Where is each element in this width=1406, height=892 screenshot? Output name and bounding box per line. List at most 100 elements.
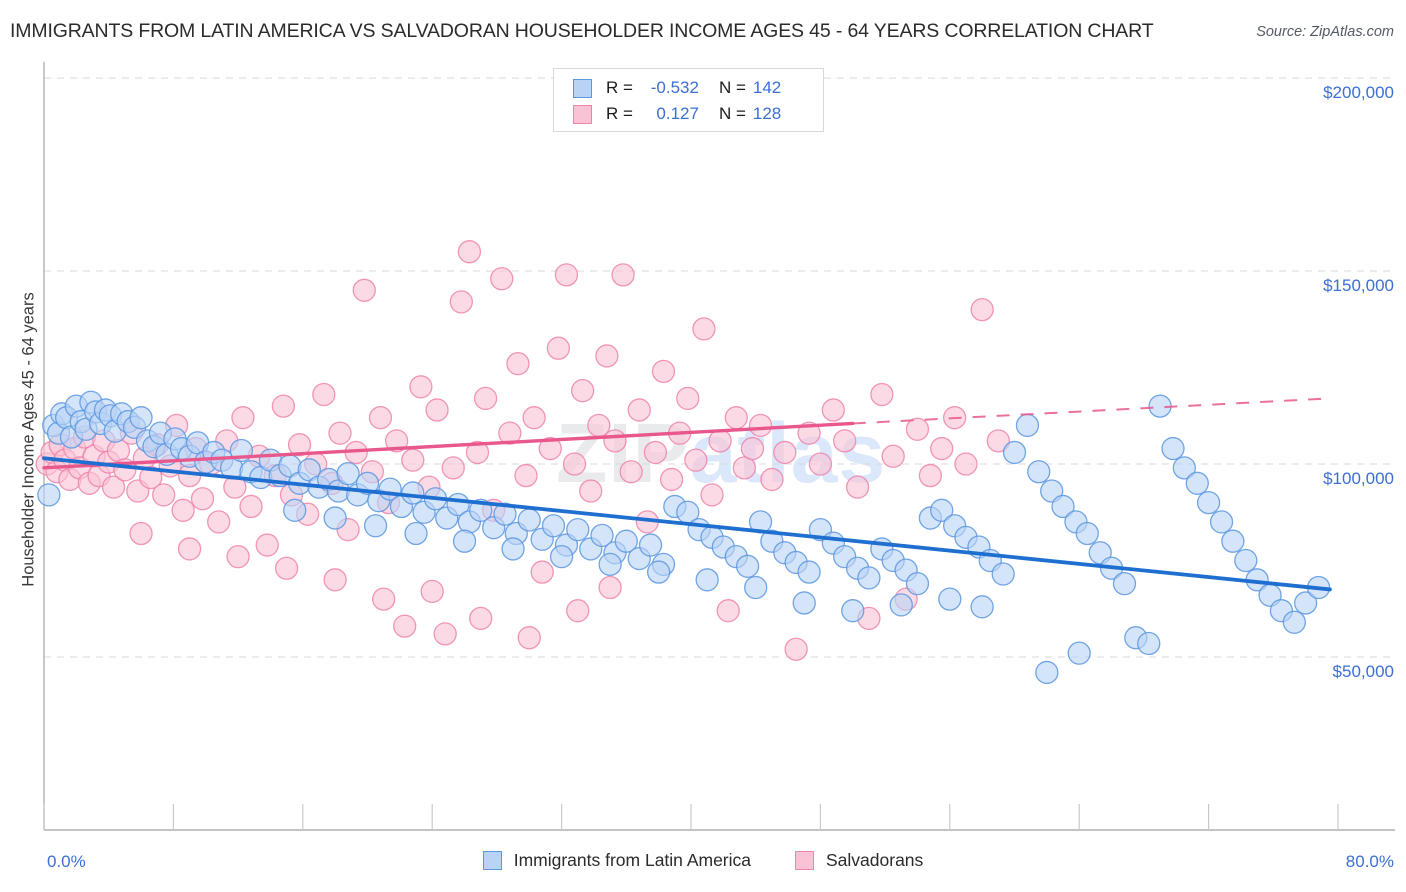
legend-swatch-immigrants bbox=[482, 851, 502, 870]
scatter-point bbox=[473, 386, 498, 411]
scatter-point bbox=[1002, 440, 1027, 465]
scatter-point bbox=[1137, 631, 1161, 656]
legend-item-immigrants[interactable]: Immigrants from Latin America bbox=[482, 850, 751, 871]
trend-line-salvadorans bbox=[42, 421, 855, 470]
correlation-stats-box: R = -0.532 N = 142 R = 0.127 N = 128 bbox=[553, 68, 824, 132]
scatter-point bbox=[938, 587, 962, 611]
scatter-point bbox=[930, 436, 954, 461]
y-axis-tick-label: $200,000 bbox=[1323, 83, 1394, 102]
scatter-point bbox=[562, 452, 587, 476]
scatter-point bbox=[363, 514, 388, 538]
scatter-point bbox=[501, 537, 525, 561]
scatter-point bbox=[614, 529, 638, 553]
scatter-point bbox=[101, 475, 126, 499]
scatter-point bbox=[554, 263, 579, 287]
scatter-point bbox=[171, 498, 195, 522]
scatter-point bbox=[323, 568, 347, 592]
scatter-point bbox=[409, 375, 433, 399]
scatter-point bbox=[784, 637, 808, 661]
scatter-point bbox=[808, 452, 833, 476]
scatter-point bbox=[792, 591, 816, 615]
scatter-point bbox=[384, 429, 409, 453]
scatter-point bbox=[627, 398, 651, 422]
scatter-point bbox=[1234, 548, 1258, 573]
scatter-point bbox=[930, 498, 954, 522]
scatter-point bbox=[139, 465, 163, 490]
scatter-point bbox=[517, 508, 541, 532]
scatter-point bbox=[1067, 641, 1091, 665]
scatter-point bbox=[724, 406, 748, 430]
scatter-point bbox=[833, 429, 857, 453]
page-title: IMMIGRANTS FROM LATIN AMERICA VS SALVADO… bbox=[10, 20, 1154, 42]
scatter-point bbox=[760, 467, 784, 492]
scatter-point bbox=[676, 386, 700, 411]
scatter-point bbox=[506, 351, 530, 376]
scatter-point bbox=[659, 467, 684, 492]
scatter-point bbox=[538, 436, 562, 461]
series-legend: Immigrants from Latin America Salvadoran… bbox=[0, 850, 1406, 871]
scatter-point bbox=[226, 544, 250, 569]
scatter-point bbox=[274, 556, 299, 580]
scatter-point bbox=[954, 452, 978, 476]
stats-n-value-immigrants: 142 bbox=[752, 78, 782, 97]
scatter-point bbox=[918, 463, 943, 488]
y-axis-tick-label: $150,000 bbox=[1323, 276, 1394, 295]
scatter-point bbox=[590, 523, 614, 548]
stats-row-salvadorans: R = 0.127 N = 128 bbox=[554, 101, 823, 127]
scatter-point bbox=[570, 379, 595, 403]
scatter-point bbox=[469, 606, 493, 631]
legend-item-salvadorans[interactable]: Salvadorans bbox=[795, 850, 923, 871]
scatter-point bbox=[566, 599, 590, 623]
scatter-point bbox=[579, 479, 603, 503]
scatter-point bbox=[735, 554, 760, 578]
scatter-point bbox=[1185, 471, 1209, 495]
scatter-point bbox=[889, 593, 913, 617]
scatter-point bbox=[452, 529, 477, 553]
scatter-point bbox=[530, 560, 554, 584]
scatter-point bbox=[1075, 521, 1099, 546]
scatter-point bbox=[566, 517, 590, 542]
x-axis-max-label: 80.0% bbox=[1345, 852, 1394, 871]
stats-r-value-salvadorans: 0.127 bbox=[656, 104, 699, 123]
scatter-point bbox=[372, 587, 396, 611]
scatter-point bbox=[37, 483, 61, 507]
scatter-point bbox=[684, 448, 708, 472]
scatter-point bbox=[522, 406, 546, 430]
scatter-point bbox=[905, 417, 930, 441]
stats-n-key-immigrants: N = bbox=[718, 78, 746, 97]
x-axis-min-label: 0.0% bbox=[47, 852, 86, 871]
x-axis-ticks bbox=[43, 804, 1339, 830]
stats-swatch-salvadorans bbox=[573, 104, 592, 124]
scatter-point bbox=[643, 440, 668, 465]
scatter-point bbox=[368, 406, 393, 430]
source-label: Source: ZipAtlas.com bbox=[1256, 24, 1394, 40]
scatter-point bbox=[970, 595, 994, 619]
scatter-point bbox=[328, 421, 352, 445]
scatter-point bbox=[271, 394, 296, 418]
scatter-point bbox=[287, 433, 312, 457]
legend-label-salvadorans: Salvadorans bbox=[826, 850, 924, 870]
scatter-point bbox=[190, 487, 215, 511]
scatter-point bbox=[1196, 490, 1221, 515]
scatter-point bbox=[352, 278, 376, 302]
trend-line-immigrants bbox=[42, 456, 1332, 592]
scatter-point bbox=[1027, 460, 1051, 484]
scatter-point bbox=[773, 440, 797, 465]
scatter-point bbox=[857, 566, 881, 590]
scatter-point bbox=[490, 267, 514, 291]
stats-swatch-immigrants bbox=[573, 78, 592, 98]
scatter-point bbox=[493, 502, 517, 526]
scatter-point bbox=[619, 460, 643, 484]
scatter-point bbox=[449, 290, 473, 314]
scatter-point bbox=[283, 498, 307, 522]
scatter-point bbox=[821, 398, 845, 422]
scatter-point bbox=[1035, 660, 1059, 685]
scatter-point bbox=[695, 568, 719, 592]
stats-n-value-salvadorans: 128 bbox=[752, 104, 782, 123]
scatter-point bbox=[336, 461, 360, 486]
scatter-point bbox=[881, 444, 905, 468]
scatter-point bbox=[129, 521, 153, 546]
scatter-point bbox=[986, 429, 1010, 453]
